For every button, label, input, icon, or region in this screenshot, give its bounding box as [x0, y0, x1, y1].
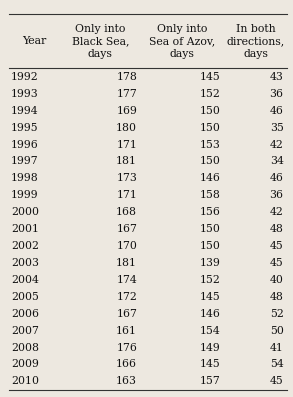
Text: 178: 178 — [116, 72, 137, 82]
Text: 41: 41 — [270, 343, 284, 353]
Text: 34: 34 — [270, 156, 284, 166]
Text: 2008: 2008 — [11, 343, 39, 353]
Text: 158: 158 — [200, 190, 221, 200]
Text: 153: 153 — [200, 139, 221, 150]
Text: 156: 156 — [200, 207, 221, 217]
Text: 163: 163 — [116, 376, 137, 386]
Text: 2005: 2005 — [11, 292, 39, 302]
Text: In both
directions,
days: In both directions, days — [226, 24, 285, 58]
Text: 146: 146 — [200, 173, 221, 183]
Text: 46: 46 — [270, 173, 284, 183]
Text: 36: 36 — [270, 89, 284, 99]
Text: 170: 170 — [116, 241, 137, 251]
Text: 1998: 1998 — [11, 173, 39, 183]
Text: 2002: 2002 — [11, 241, 39, 251]
Text: Year: Year — [22, 36, 47, 46]
Text: 1996: 1996 — [11, 139, 39, 150]
Text: 174: 174 — [116, 275, 137, 285]
Text: 150: 150 — [200, 224, 221, 234]
Text: 1995: 1995 — [11, 123, 39, 133]
Text: 1997: 1997 — [11, 156, 39, 166]
Text: 152: 152 — [200, 89, 221, 99]
Text: 48: 48 — [270, 292, 284, 302]
Text: 157: 157 — [200, 376, 221, 386]
Text: 150: 150 — [200, 106, 221, 116]
Text: Only into
Sea of Azov,
days: Only into Sea of Azov, days — [149, 24, 216, 58]
Text: 2010: 2010 — [11, 376, 39, 386]
Text: 2006: 2006 — [11, 309, 39, 319]
Text: 42: 42 — [270, 207, 284, 217]
Text: 1993: 1993 — [11, 89, 39, 99]
Text: 2009: 2009 — [11, 359, 39, 370]
Text: 145: 145 — [200, 359, 221, 370]
Text: 171: 171 — [116, 139, 137, 150]
Text: 177: 177 — [116, 89, 137, 99]
Text: 40: 40 — [270, 275, 284, 285]
Text: 172: 172 — [116, 292, 137, 302]
Text: 42: 42 — [270, 139, 284, 150]
Text: 146: 146 — [200, 309, 221, 319]
Text: 50: 50 — [270, 326, 284, 335]
Text: 149: 149 — [200, 343, 221, 353]
Text: 45: 45 — [270, 241, 284, 251]
Text: 171: 171 — [116, 190, 137, 200]
Text: 176: 176 — [116, 343, 137, 353]
Text: 150: 150 — [200, 123, 221, 133]
Text: 168: 168 — [116, 207, 137, 217]
Text: 43: 43 — [270, 72, 284, 82]
Text: 167: 167 — [116, 224, 137, 234]
Text: 45: 45 — [270, 258, 284, 268]
Text: 152: 152 — [200, 275, 221, 285]
Text: 154: 154 — [200, 326, 221, 335]
Text: Only into
Black Sea,
days: Only into Black Sea, days — [71, 24, 129, 58]
Text: 48: 48 — [270, 224, 284, 234]
Text: 180: 180 — [116, 123, 137, 133]
Text: 169: 169 — [116, 106, 137, 116]
Text: 145: 145 — [200, 72, 221, 82]
Text: 181: 181 — [116, 258, 137, 268]
Text: 1999: 1999 — [11, 190, 39, 200]
Text: 2004: 2004 — [11, 275, 39, 285]
Text: 139: 139 — [200, 258, 221, 268]
Text: 54: 54 — [270, 359, 284, 370]
Text: 2001: 2001 — [11, 224, 39, 234]
Text: 166: 166 — [116, 359, 137, 370]
Text: 2003: 2003 — [11, 258, 39, 268]
Text: 45: 45 — [270, 376, 284, 386]
Text: 150: 150 — [200, 156, 221, 166]
Text: 46: 46 — [270, 106, 284, 116]
Text: 145: 145 — [200, 292, 221, 302]
Text: 2007: 2007 — [11, 326, 39, 335]
Text: 181: 181 — [116, 156, 137, 166]
Text: 52: 52 — [270, 309, 284, 319]
Text: 1994: 1994 — [11, 106, 39, 116]
Text: 2000: 2000 — [11, 207, 39, 217]
Text: 173: 173 — [116, 173, 137, 183]
Text: 1992: 1992 — [11, 72, 39, 82]
Text: 36: 36 — [270, 190, 284, 200]
Text: 161: 161 — [116, 326, 137, 335]
Text: 167: 167 — [116, 309, 137, 319]
Text: 35: 35 — [270, 123, 284, 133]
Text: 150: 150 — [200, 241, 221, 251]
